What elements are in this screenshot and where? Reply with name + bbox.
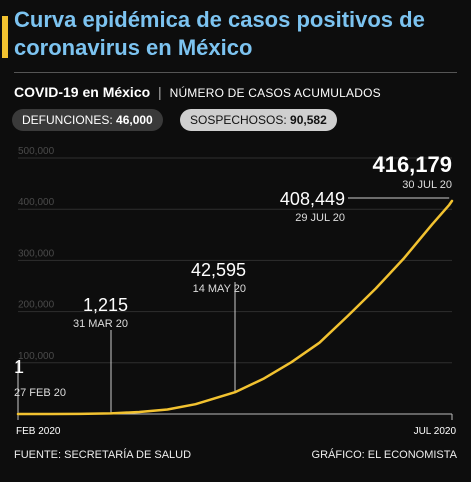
- annotation-value: 1: [14, 357, 24, 377]
- y-tick-label: 200,000: [18, 300, 55, 311]
- subtitle-detail: NÚMERO DE CASOS ACUMULADOS: [169, 86, 381, 100]
- data-point: [431, 223, 434, 225]
- data-point: [17, 413, 19, 415]
- annotation-date: 27 FEB 20: [14, 387, 66, 399]
- x-tick-label: FEB 2020: [16, 426, 61, 437]
- y-tick-label: 400,000: [18, 197, 55, 208]
- data-point: [138, 411, 140, 413]
- source-note: FUENTE: SECRETARÍA DE SALUD: [14, 449, 192, 461]
- data-point: [290, 361, 293, 363]
- annotation-date: 14 MAY 20: [193, 283, 246, 295]
- deaths-value: 46,000: [116, 113, 153, 127]
- subtitle-separator: |: [158, 84, 162, 100]
- annotation-date: 31 MAR 20: [73, 318, 128, 330]
- x-tick-label: JUL 2020: [414, 426, 457, 437]
- annotation-value: 42,595: [191, 260, 246, 280]
- deaths-badge: DEFUNCIONES: 46,000: [12, 109, 163, 131]
- annotation-date: 30 JUL 20: [402, 179, 452, 191]
- credit-note: GRÁFICO: EL ECONOMISTA: [311, 449, 457, 461]
- title-accent-bar: [2, 16, 8, 58]
- data-point: [262, 378, 264, 380]
- data-point: [166, 408, 169, 411]
- data-point: [110, 412, 112, 415]
- chart-subtitle: COVID-19 en México | NÚMERO DE CASOS ACU…: [14, 84, 381, 100]
- annotation-value: 1,215: [83, 295, 128, 315]
- data-point: [346, 315, 349, 317]
- y-tick-label: 100,000: [18, 351, 55, 362]
- subtitle-main: COVID-19 en México: [14, 84, 151, 100]
- data-point: [375, 287, 377, 290]
- data-point: [194, 403, 197, 405]
- cumulative-cases-chart: 100,000 200,000 300,000 400,000 500,000 FEB 2…: [14, 146, 457, 437]
- annotation-value: 416,179: [372, 152, 452, 177]
- data-point: [318, 341, 321, 344]
- data-point: [403, 257, 405, 259]
- data-point: [51, 413, 53, 415]
- suspects-value: 90,582: [290, 113, 327, 127]
- data-point: [234, 391, 236, 393]
- header-divider: [14, 72, 457, 73]
- deaths-label: DEFUNCIONES:: [22, 113, 113, 127]
- chart-title: Curva epidémica de casos positivos de co…: [14, 7, 425, 60]
- suspects-label: SOSPECHOSOS:: [190, 113, 287, 127]
- y-tick-label: 500,000: [18, 146, 55, 157]
- y-tick-label: 300,000: [18, 248, 55, 259]
- annotation-date: 29 JUL 20: [295, 212, 345, 224]
- annotation-value: 408,449: [280, 189, 345, 209]
- data-point: [448, 204, 450, 206]
- suspects-badge: SOSPECHOSOS: 90,582: [180, 109, 337, 131]
- data-point: [451, 200, 453, 202]
- data-point: [79, 413, 81, 415]
